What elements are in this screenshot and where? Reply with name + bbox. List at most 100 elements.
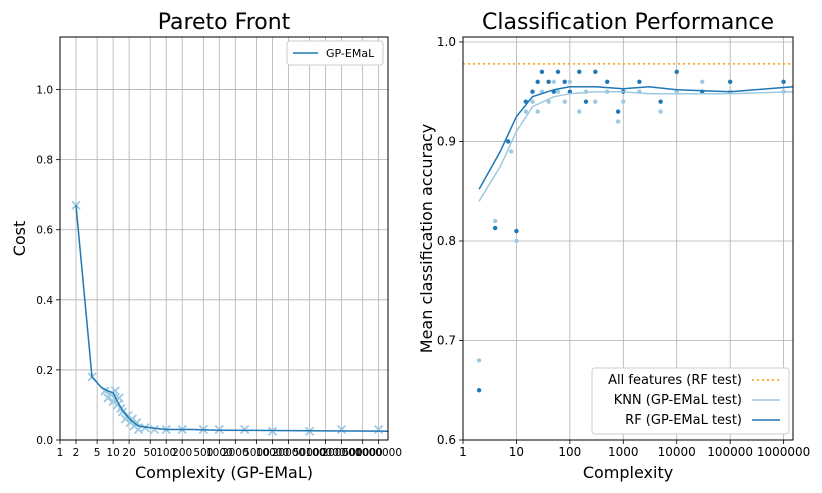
- scatter-point-rf-gp-emal-test-: [555, 69, 561, 75]
- pareto-y-ticks: 0.0 0.2 0.4 0.6 0.8 1.0: [36, 85, 60, 447]
- x-tick-label-2000: 2000: [222, 447, 249, 459]
- pareto-grid: [59, 37, 388, 441]
- scatter-point-rf-gp-emal-test-: [535, 79, 540, 84]
- x-tick-label-5: 5: [94, 447, 101, 459]
- legend-label-knn: KNN (GP-EMaL test): [614, 393, 742, 408]
- x-tick-label-10: 10: [509, 445, 524, 459]
- scatter-point-knn-gp-emal-test-: [567, 79, 573, 84]
- pareto-legend-box: [286, 40, 384, 66]
- x-tick-label-200: 200: [172, 447, 192, 459]
- y-tick-label-1-0: 1.0: [36, 85, 53, 97]
- knn-series-line: [478, 90, 794, 202]
- classification-x-ticks: 1 10 100 1000 10000 100000 1000000: [459, 440, 810, 459]
- pareto-y-axis-label: Cost: [10, 221, 29, 257]
- x-tick-label-1000000: 1000000: [355, 447, 402, 459]
- x-tick-label-10000: 10000: [256, 447, 289, 459]
- x-tick-label-20000: 20000: [272, 447, 305, 459]
- classification-title: Classification Performance: [482, 10, 774, 35]
- scatter-point-rf-gp-emal-test-: [658, 99, 663, 104]
- scatter-point-knn-gp-emal-test-: [492, 218, 498, 224]
- scatter-point-rf-gp-emal-test-: [562, 79, 567, 84]
- x-tick-label-200000: 200000: [321, 447, 361, 459]
- pareto-scatter-points: [71, 200, 384, 436]
- scatter-point-rf-gp-emal-test-: [505, 139, 511, 144]
- scatter-point-knn-gp-emal-test-: [523, 109, 529, 114]
- scatter-point-knn-gp-emal-test-: [562, 99, 567, 104]
- classification-legend: All features (RF test) KNN (GP-EMaL test…: [591, 367, 790, 435]
- x-tick-label-2: 2: [73, 447, 80, 459]
- pareto-scatter-point: [140, 423, 150, 433]
- scatter-point-knn-gp-emal-test-: [593, 99, 598, 104]
- x-tick-label-1000000: 1000000: [757, 445, 810, 459]
- scatter-point-knn-gp-emal-test-: [615, 119, 621, 124]
- x-tick-label-1000: 1000: [206, 447, 233, 459]
- scatter-point-knn-gp-emal-test-: [535, 109, 540, 114]
- scatter-point-knn-gp-emal-test-: [514, 238, 519, 244]
- pareto-scatter-point: [374, 424, 384, 435]
- x-tick-label-1: 1: [459, 445, 467, 459]
- y-tick-label-0-4: 0.4: [36, 295, 53, 307]
- y-tick-label-0-8: 0.8: [36, 155, 53, 167]
- scatter-point-knn-gp-emal-test-: [551, 79, 556, 84]
- x-tick-label-1: 1: [57, 447, 64, 459]
- legend-label-rf: RF (GP-EMaL test): [625, 413, 742, 428]
- pareto-scatter-point: [132, 417, 142, 428]
- x-tick-label-20: 20: [122, 447, 135, 459]
- classification-panel: 1 10 100 1000 10000 100000 1000000 0.60.70.80.…: [417, 10, 810, 482]
- pareto-scatter-point: [240, 424, 250, 435]
- x-tick-label-500: 500: [193, 447, 213, 459]
- scatter-point-knn-gp-emal-test-: [700, 79, 705, 84]
- scatter-point-rf-gp-emal-test-: [567, 89, 573, 94]
- scatter-point-rf-gp-emal-test-: [539, 69, 545, 75]
- legend-label-all-features: All features (RF test): [608, 373, 742, 388]
- classification-y-axis-label: Mean classification accuracy: [417, 124, 436, 353]
- classification-x-axis-label: Complexity: [583, 463, 673, 482]
- y-tick-label-0-6: 0.6: [437, 433, 456, 447]
- scatter-point-rf-gp-emal-test-: [583, 99, 589, 104]
- pareto-scatter-point: [149, 424, 160, 435]
- pareto-axes-frame: [59, 36, 389, 441]
- y-tick-label-0-2: 0.2: [36, 365, 53, 377]
- x-tick-label-1000: 1000: [608, 445, 639, 459]
- scatter-point-rf-gp-emal-test-: [593, 69, 598, 75]
- x-tick-label-100000: 100000: [305, 447, 345, 459]
- scatter-point-knn-gp-emal-test-: [658, 109, 663, 114]
- y-tick-label-0-9: 0.9: [437, 134, 456, 148]
- scatter-point-rf-gp-emal-test-: [674, 69, 679, 75]
- scatter-point-rf-gp-emal-test-: [577, 69, 582, 75]
- scatter-point-rf-gp-emal-test-: [727, 79, 733, 84]
- x-tick-label-100: 100: [558, 445, 581, 459]
- scatter-point-rf-gp-emal-test-: [492, 225, 498, 231]
- x-tick-label-10: 10: [106, 447, 119, 459]
- x-tick-label-100: 100: [156, 447, 176, 459]
- scatter-point-knn-gp-emal-test-: [509, 149, 514, 154]
- pareto-legend: GP-EMaL: [286, 40, 384, 66]
- pareto-series-line: [75, 205, 389, 432]
- scatter-point-knn-gp-emal-test-: [621, 99, 626, 104]
- scatter-point-rf-gp-emal-test-: [605, 79, 610, 84]
- classification-y-ticks: 0.6 0.7 0.8 0.9 1.0: [437, 35, 463, 447]
- y-tick-label-0-6: 0.6: [36, 225, 53, 237]
- x-tick-label-50: 50: [144, 447, 157, 459]
- scatter-point-rf-gp-emal-test-: [546, 79, 551, 84]
- scatter-point-rf-gp-emal-test-: [514, 228, 519, 234]
- rf-series-line: [478, 86, 794, 190]
- classification-axes-frame: [462, 36, 794, 441]
- pareto-scatter-point: [110, 386, 120, 396]
- classification-scatter-points: [476, 69, 786, 393]
- y-tick-label-0-8: 0.8: [437, 234, 456, 248]
- scatter-point-rf-gp-emal-test-: [476, 388, 482, 393]
- scatter-point-rf-gp-emal-test-: [781, 79, 786, 84]
- y-tick-label-0-0: 0.0: [36, 435, 53, 447]
- x-tick-label-5000: 5000: [243, 447, 270, 459]
- scatter-point-rf-gp-emal-test-: [530, 89, 535, 94]
- scatter-point-knn-gp-emal-test-: [476, 358, 482, 363]
- pareto-x-axis-label: Complexity (GP-EMaL): [135, 463, 313, 482]
- y-tick-label-0-7: 0.7: [437, 333, 456, 347]
- x-tick-label-100000: 100000: [707, 445, 753, 459]
- scatter-point-knn-gp-emal-test-: [577, 109, 582, 114]
- scatter-point-knn-gp-emal-test-: [674, 89, 679, 94]
- pareto-legend-label: GP-EMaL: [326, 47, 375, 60]
